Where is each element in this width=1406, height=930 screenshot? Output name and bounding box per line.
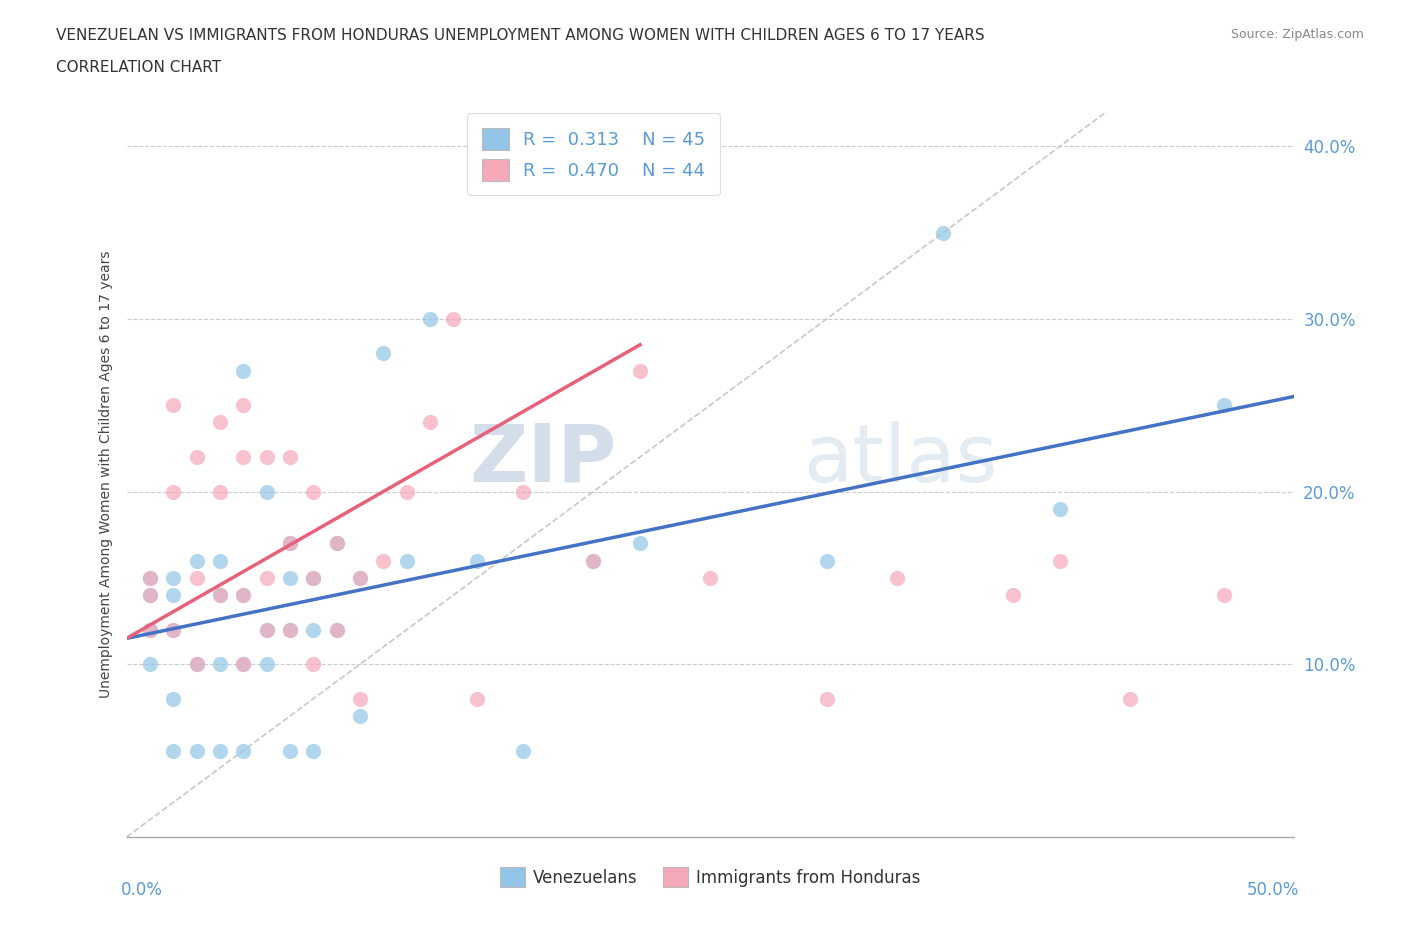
Point bbox=[699, 570, 721, 585]
Point bbox=[232, 449, 254, 464]
Point bbox=[628, 364, 651, 379]
Point bbox=[419, 312, 441, 326]
Point bbox=[325, 536, 347, 551]
Legend: Venezuelans, Immigrants from Honduras: Venezuelans, Immigrants from Honduras bbox=[494, 860, 927, 894]
Point bbox=[1212, 588, 1234, 603]
Point bbox=[278, 622, 301, 637]
Point bbox=[395, 485, 418, 499]
Point bbox=[278, 743, 301, 758]
Point bbox=[1049, 501, 1071, 516]
Point bbox=[1119, 691, 1142, 706]
Point bbox=[139, 570, 162, 585]
Point bbox=[302, 485, 325, 499]
Point bbox=[162, 691, 184, 706]
Point bbox=[256, 622, 278, 637]
Point bbox=[208, 743, 231, 758]
Point bbox=[278, 622, 301, 637]
Text: Source: ZipAtlas.com: Source: ZipAtlas.com bbox=[1230, 28, 1364, 41]
Text: CORRELATION CHART: CORRELATION CHART bbox=[56, 60, 221, 75]
Point bbox=[256, 622, 278, 637]
Point bbox=[186, 449, 208, 464]
Point bbox=[278, 536, 301, 551]
Point bbox=[886, 570, 908, 585]
Point bbox=[139, 570, 162, 585]
Point bbox=[139, 622, 162, 637]
Point bbox=[232, 657, 254, 671]
Point bbox=[186, 743, 208, 758]
Point bbox=[208, 553, 231, 568]
Point bbox=[465, 553, 488, 568]
Point bbox=[208, 588, 231, 603]
Point bbox=[419, 415, 441, 430]
Point bbox=[162, 622, 184, 637]
Point bbox=[162, 570, 184, 585]
Point bbox=[186, 657, 208, 671]
Point bbox=[232, 588, 254, 603]
Point bbox=[325, 536, 347, 551]
Point bbox=[162, 398, 184, 413]
Point bbox=[256, 485, 278, 499]
Point bbox=[162, 588, 184, 603]
Point bbox=[208, 588, 231, 603]
Point bbox=[815, 553, 838, 568]
Point bbox=[232, 588, 254, 603]
Point bbox=[162, 743, 184, 758]
Point bbox=[278, 570, 301, 585]
Point bbox=[373, 553, 395, 568]
Point bbox=[302, 570, 325, 585]
Point bbox=[208, 415, 231, 430]
Point bbox=[232, 398, 254, 413]
Point bbox=[139, 622, 162, 637]
Point bbox=[302, 743, 325, 758]
Point bbox=[256, 657, 278, 671]
Point bbox=[302, 570, 325, 585]
Point bbox=[325, 622, 347, 637]
Point bbox=[932, 225, 955, 240]
Point bbox=[512, 743, 534, 758]
Point bbox=[232, 657, 254, 671]
Point bbox=[162, 485, 184, 499]
Point bbox=[139, 588, 162, 603]
Point bbox=[628, 536, 651, 551]
Point bbox=[139, 588, 162, 603]
Point bbox=[395, 553, 418, 568]
Point bbox=[208, 485, 231, 499]
Point bbox=[349, 709, 371, 724]
Point bbox=[582, 553, 605, 568]
Point bbox=[186, 657, 208, 671]
Point bbox=[325, 622, 347, 637]
Point bbox=[278, 449, 301, 464]
Point bbox=[232, 743, 254, 758]
Point bbox=[208, 657, 231, 671]
Point bbox=[465, 691, 488, 706]
Point bbox=[232, 364, 254, 379]
Point bbox=[441, 312, 464, 326]
Point bbox=[512, 485, 534, 499]
Point bbox=[1002, 588, 1025, 603]
Point bbox=[162, 622, 184, 637]
Text: 0.0%: 0.0% bbox=[121, 881, 163, 898]
Point bbox=[373, 346, 395, 361]
Point bbox=[256, 449, 278, 464]
Text: VENEZUELAN VS IMMIGRANTS FROM HONDURAS UNEMPLOYMENT AMONG WOMEN WITH CHILDREN AG: VENEZUELAN VS IMMIGRANTS FROM HONDURAS U… bbox=[56, 28, 984, 43]
Point bbox=[278, 536, 301, 551]
Point bbox=[186, 553, 208, 568]
Point bbox=[256, 570, 278, 585]
Point bbox=[139, 657, 162, 671]
Text: ZIP: ZIP bbox=[470, 420, 617, 498]
Point bbox=[302, 622, 325, 637]
Point bbox=[582, 553, 605, 568]
Y-axis label: Unemployment Among Women with Children Ages 6 to 17 years: Unemployment Among Women with Children A… bbox=[98, 250, 112, 698]
Text: 50.0%: 50.0% bbox=[1247, 881, 1299, 898]
Point bbox=[349, 691, 371, 706]
Point bbox=[302, 657, 325, 671]
Point bbox=[815, 691, 838, 706]
Point bbox=[349, 570, 371, 585]
Point bbox=[1049, 553, 1071, 568]
Point bbox=[186, 570, 208, 585]
Point bbox=[349, 570, 371, 585]
Point bbox=[1212, 398, 1234, 413]
Text: atlas: atlas bbox=[803, 420, 998, 498]
